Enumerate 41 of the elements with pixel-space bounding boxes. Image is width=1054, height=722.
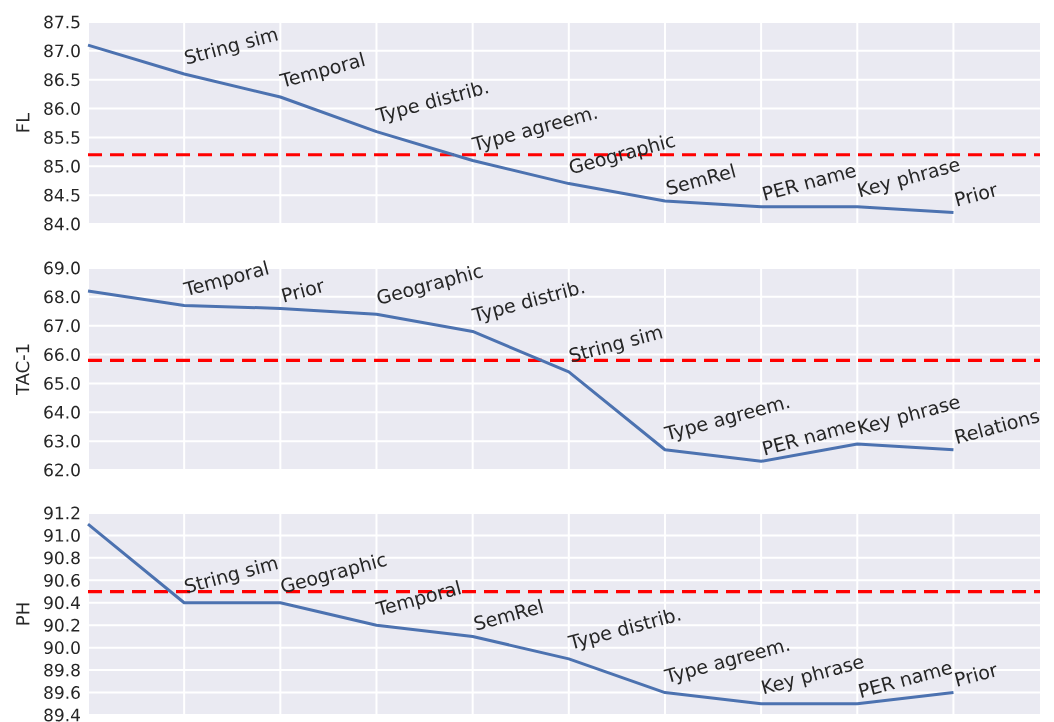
y-tick-label: 86.0 bbox=[44, 102, 80, 115]
y-tick-label: 85.5 bbox=[44, 131, 80, 144]
data-label: PER name bbox=[762, 167, 856, 201]
data-label: SemRel bbox=[474, 598, 544, 630]
y-tick-label: 86.5 bbox=[44, 73, 80, 87]
y-tick-label: 87.5 bbox=[44, 15, 80, 29]
y-tick-label: 89.8 bbox=[44, 663, 80, 677]
data-label: Type distrib. bbox=[471, 282, 585, 324]
data-label: Prior bbox=[281, 281, 324, 303]
y-axis-title: TAC-1 bbox=[15, 344, 30, 396]
data-label: Type distrib. bbox=[374, 82, 489, 124]
y-tick-label: 90.2 bbox=[44, 618, 80, 632]
y-tick-label: 90.8 bbox=[44, 551, 80, 565]
y-tick-label: 89.4 bbox=[44, 708, 80, 722]
data-label: Prior bbox=[954, 665, 997, 687]
y-tick-label: 69.0 bbox=[44, 261, 80, 275]
y-tick-label: 91.0 bbox=[44, 529, 80, 542]
y-tick-label: 66.0 bbox=[44, 348, 80, 362]
data-label: String sim bbox=[184, 30, 278, 64]
y-axis-title: PH bbox=[16, 603, 30, 625]
y-tick-label: 87.0 bbox=[44, 44, 80, 58]
line-series bbox=[86, 522, 955, 706]
y-tick-label: 89.6 bbox=[44, 686, 80, 699]
data-label: Type distrib. bbox=[567, 609, 681, 651]
y-tick-label: 91.2 bbox=[44, 506, 80, 520]
y-axis-title: FL bbox=[16, 112, 30, 132]
y-tick-label: 67.0 bbox=[44, 319, 80, 333]
y-tick-label: 90.0 bbox=[44, 641, 80, 655]
y-tick-label: 90.4 bbox=[44, 596, 80, 610]
data-label: String sim bbox=[184, 559, 278, 593]
y-tick-label: 63.0 bbox=[44, 434, 80, 448]
y-tick-label: 90.6 bbox=[44, 573, 80, 587]
y-tick-label: 68.0 bbox=[44, 290, 80, 304]
y-tick-label: 64.0 bbox=[44, 405, 80, 419]
data-label: String sim bbox=[569, 328, 663, 362]
data-label: PER name bbox=[762, 421, 856, 456]
y-tick-label: 65.0 bbox=[44, 377, 80, 390]
y-tick-label: 85.0 bbox=[44, 159, 80, 173]
y-tick-label: 84.0 bbox=[44, 217, 80, 231]
y-tick-label: 84.5 bbox=[44, 188, 80, 202]
y-tick-label: 62.0 bbox=[44, 463, 80, 477]
